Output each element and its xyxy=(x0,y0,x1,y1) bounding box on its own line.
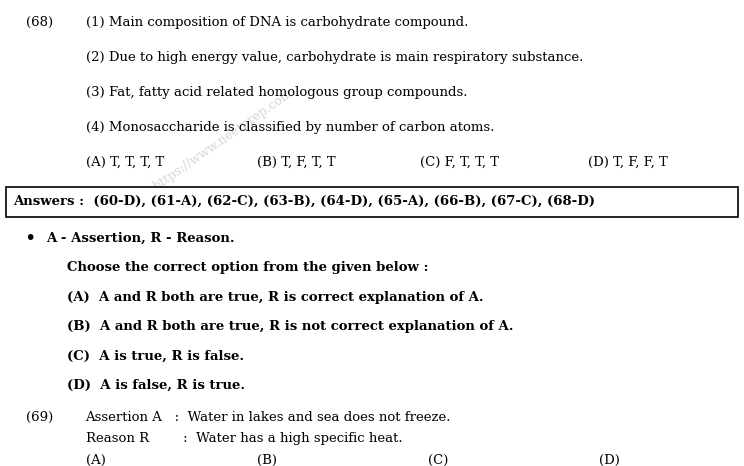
Text: (A) T, T, T, T: (A) T, T, T, T xyxy=(86,156,164,169)
FancyBboxPatch shape xyxy=(6,187,738,217)
Text: Assertion A   :  Water in lakes and sea does not freeze.: Assertion A : Water in lakes and sea doe… xyxy=(86,411,451,424)
Text: Reason R        :  Water has a high specific heat.: Reason R : Water has a high specific hea… xyxy=(86,432,403,445)
Text: (C): (C) xyxy=(428,454,448,466)
Text: (D): (D) xyxy=(599,454,620,466)
Text: (D) T, F, F, T: (D) T, F, F, T xyxy=(588,156,667,169)
Text: A - Assertion, R - Reason.: A - Assertion, R - Reason. xyxy=(46,232,235,245)
Text: Choose the correct option from the given below :: Choose the correct option from the given… xyxy=(67,261,429,274)
Text: (B)  A and R both are true, R is not correct explanation of A.: (B) A and R both are true, R is not corr… xyxy=(67,320,513,333)
Text: (A): (A) xyxy=(86,454,106,466)
Text: (B) T, F, T, T: (B) T, F, T, T xyxy=(257,156,336,169)
Text: (D)  A is false, R is true.: (D) A is false, R is true. xyxy=(67,379,245,392)
Text: (2) Due to high energy value, carbohydrate is main respiratory substance.: (2) Due to high energy value, carbohydra… xyxy=(86,51,583,64)
Text: •: • xyxy=(24,229,36,248)
Text: (4) Monosaccharide is classified by number of carbon atoms.: (4) Monosaccharide is classified by numb… xyxy=(86,121,494,134)
Text: (3) Fat, fatty acid related homologous group compounds.: (3) Fat, fatty acid related homologous g… xyxy=(86,86,467,99)
Text: (C)  A is true, R is false.: (C) A is true, R is false. xyxy=(67,350,244,363)
Text: (69): (69) xyxy=(26,411,54,424)
Text: (68): (68) xyxy=(26,16,53,29)
Text: (C) F, T, T, T: (C) F, T, T, T xyxy=(420,156,499,169)
Text: https://www.neetprep.com: https://www.neetprep.com xyxy=(151,87,295,193)
Text: (A)  A and R both are true, R is correct explanation of A.: (A) A and R both are true, R is correct … xyxy=(67,291,484,304)
Text: (1) Main composition of DNA is carbohydrate compound.: (1) Main composition of DNA is carbohydr… xyxy=(86,16,468,29)
Text: (B): (B) xyxy=(257,454,277,466)
Text: Answers :  (60-D), (61-A), (62-C), (63-B), (64-D), (65-A), (66-B), (67-C), (68-D: Answers : (60-D), (61-A), (62-C), (63-B)… xyxy=(13,195,595,208)
